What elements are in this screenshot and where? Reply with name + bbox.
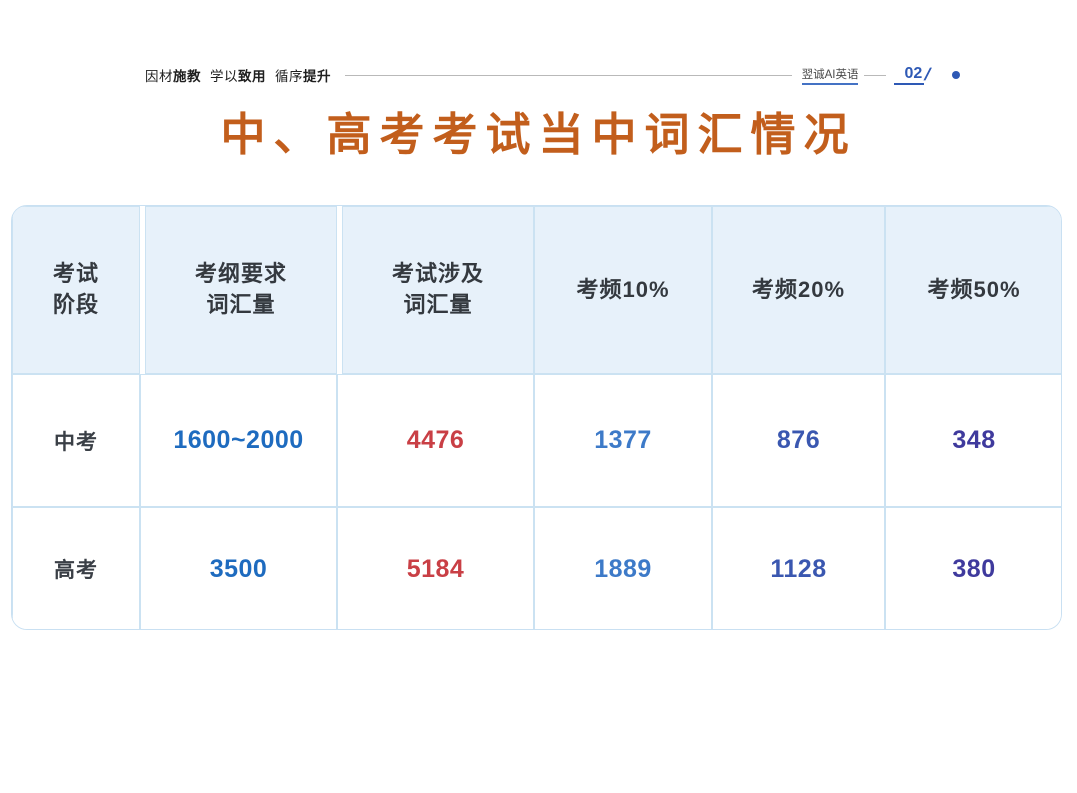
- slogan-part: 施教: [173, 69, 201, 84]
- header-exam-stage: 考试 阶段: [12, 206, 140, 374]
- freq20-value: 876: [776, 426, 821, 454]
- stage-label: 高考: [54, 559, 98, 582]
- table-cell: 1377: [534, 374, 712, 507]
- freq10-value: 1889: [594, 554, 652, 583]
- table-cell: 1889: [534, 507, 712, 629]
- header-line: 词汇量: [206, 292, 276, 317]
- header-freq-10: 考频10%: [534, 206, 712, 374]
- table-cell: 5184: [337, 507, 534, 629]
- header-line: 考纲要求: [194, 261, 287, 287]
- table-cell: 380: [885, 507, 1061, 629]
- freq20-value: 1128: [770, 554, 827, 583]
- table-cell: 3500: [140, 507, 337, 629]
- header-freq-50: 考频50%: [885, 206, 1061, 374]
- slogan-part: 因材: [145, 69, 173, 84]
- header-freq-20: 考频20%: [712, 206, 885, 374]
- header-line: 考频50%: [927, 276, 1021, 302]
- header-line: 考试涉及: [391, 261, 484, 287]
- required-value: 1600~2000: [173, 426, 304, 454]
- slogan-part: 致用: [238, 69, 266, 84]
- header-line: 考频20%: [751, 276, 846, 302]
- header-line: 考频10%: [576, 276, 670, 302]
- table-cell: 4476: [337, 374, 534, 507]
- table-cell: 1128: [712, 507, 885, 629]
- freq10-value: 1377: [594, 426, 652, 454]
- slogan-part: 学以: [210, 69, 238, 84]
- bullet-dot-icon: [952, 71, 960, 79]
- header-required-vocab: 考纲要求 词汇量: [140, 206, 337, 374]
- covered-value: 5184: [406, 554, 465, 583]
- freq50-value: 348: [952, 426, 996, 454]
- header-covered-vocab: 考试涉及 词汇量: [337, 206, 534, 374]
- header-line: 阶段: [52, 292, 99, 317]
- table-cell: 1600~2000: [140, 374, 337, 507]
- brand-label: 翌诚AI英语: [801, 66, 859, 85]
- slogan-part: 提升: [303, 69, 331, 84]
- vocab-table: 考试 阶段 考纲要求 词汇量 考试涉及 词汇量 考频10% 考频20% 考频50…: [11, 205, 1062, 630]
- table-row-zhongkao-stage: 中考: [12, 374, 140, 507]
- dash-line: [864, 74, 887, 76]
- slogan-text: 因材施教 学以致用 循序提升: [145, 65, 331, 85]
- covered-value: 4476: [406, 426, 465, 454]
- table-row-gaokao-stage: 高考: [12, 507, 140, 629]
- header-line: 考试: [52, 261, 99, 287]
- page-title: 中、高考考试当中词汇情况: [220, 109, 857, 160]
- table-cell: 876: [712, 374, 885, 507]
- freq50-value: 380: [952, 554, 996, 583]
- table-cell: 348: [885, 374, 1061, 507]
- horizontal-rule: [345, 74, 792, 76]
- top-bar: 因材施教 学以致用 循序提升 翌诚AI英语 02 /: [145, 62, 960, 88]
- required-value: 3500: [209, 554, 268, 583]
- slogan-part: 循序: [275, 69, 303, 84]
- stage-label: 中考: [54, 430, 98, 454]
- header-line: 词汇量: [403, 292, 473, 317]
- page-number: 02: [894, 65, 925, 86]
